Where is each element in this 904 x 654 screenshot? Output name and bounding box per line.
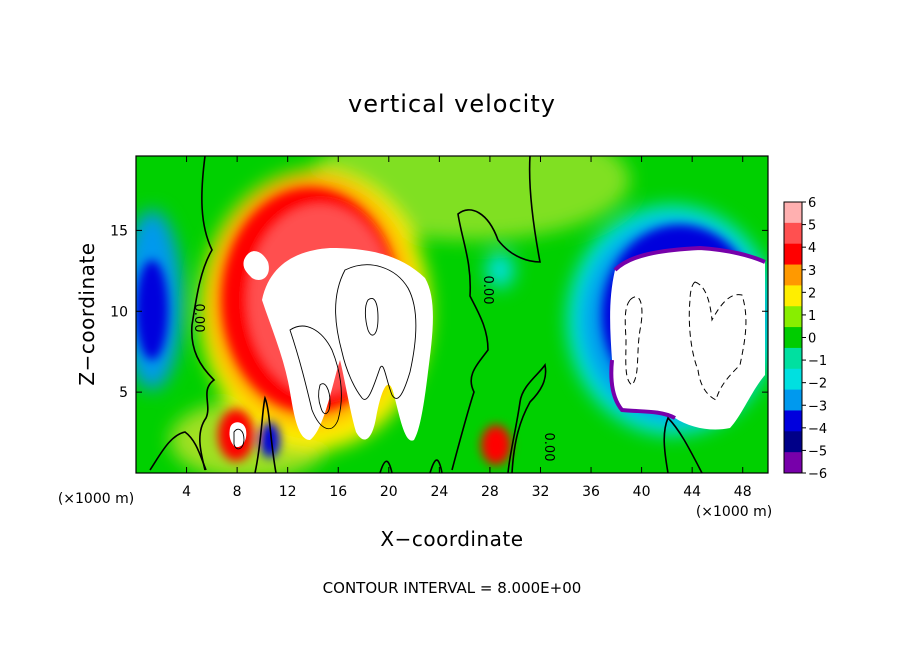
y-axis-ticks: 5 10 15	[110, 223, 768, 401]
west-downdraft-core	[136, 260, 168, 360]
colorbar-swatch	[784, 243, 802, 266]
colorbar-tick-label: 1	[808, 309, 816, 324]
x-tick-label: 12	[279, 484, 297, 500]
zero-contour-line	[451, 156, 541, 471]
y-axis-title: Z−coordinate	[75, 242, 99, 385]
x-tick-label: 16	[329, 484, 347, 500]
positive-contour-line	[318, 383, 331, 415]
y-tick-label: 10	[110, 304, 128, 320]
downdraft-edge	[609, 359, 676, 420]
colorbar-swatch	[784, 306, 802, 328]
contour-label: 0.00	[480, 276, 495, 305]
colorbar-swatch	[784, 327, 802, 349]
negative-contours	[624, 281, 747, 401]
updraft-cell-east	[481, 425, 511, 465]
colorbar-swatch	[784, 389, 802, 411]
y-tick-label: 5	[119, 385, 128, 401]
colorbar-swatch	[784, 368, 802, 391]
x-units-right: (×1000 m)	[696, 504, 772, 520]
x-tick-label: 28	[481, 484, 499, 500]
colorbar-tick-label: 0	[808, 332, 816, 347]
x-tick-label: 48	[734, 484, 752, 500]
x-tick-label: 8	[233, 484, 242, 500]
colorbar: 6 5 4 3 2 1 0 −1 −2 −3 −4 −5 −6	[783, 196, 827, 482]
x-tick-label: 20	[380, 484, 398, 500]
x-axis-ticks: 4 8 12 16 20 24 28 32 36 40 44 48	[182, 156, 752, 500]
colorbar-swatch	[784, 264, 802, 286]
x-units-left: (×1000 m)	[58, 491, 134, 507]
zero-contour-line	[429, 459, 443, 473]
contour-interval-note: CONTOUR INTERVAL = 8.000E+00	[323, 579, 582, 597]
x-tick-label: 44	[683, 484, 701, 500]
colorbar-tick-label: −2	[808, 377, 827, 392]
zero-contour-line	[663, 416, 703, 473]
zero-contour-line	[254, 395, 277, 473]
x-axis-title: X−coordinate	[380, 527, 523, 551]
zero-contour-line	[507, 363, 547, 473]
colorbar-tick-label: 3	[808, 264, 816, 279]
small-downdraft	[486, 252, 514, 288]
chart-title: vertical velocity	[348, 90, 556, 118]
colorbar-tick-label: −5	[808, 444, 827, 459]
zero-contour-line	[379, 460, 393, 473]
colorbar-swatch	[784, 431, 802, 453]
updraft-core-saturated	[262, 248, 433, 441]
colorbar-swatch	[784, 202, 802, 224]
contour-label: 0.00	[541, 433, 556, 462]
x-tick-label: 36	[582, 484, 600, 500]
contour-labels: 0.00 0.00 0.00	[191, 276, 556, 462]
colorbar-tick-label: 6	[808, 196, 816, 211]
negative-contour-line	[624, 296, 643, 386]
zero-contours	[149, 156, 703, 473]
updraft-core-saturated	[243, 251, 269, 281]
positive-contour-line	[233, 428, 245, 450]
colorbar-swatch	[784, 222, 802, 245]
colorbar-tick-label: −3	[808, 399, 827, 414]
downdraft-core-saturated	[610, 248, 765, 430]
downdraft-edge	[613, 245, 766, 272]
x-tick-label: 32	[532, 484, 550, 500]
colorbar-tick-label: −6	[808, 467, 827, 482]
colorbar-swatch	[784, 410, 802, 432]
colorbar-tick-label: 2	[808, 286, 816, 301]
positive-contour-line	[335, 264, 417, 400]
positive-contour-line	[364, 298, 379, 336]
colorbar-tick-label: 5	[808, 219, 816, 234]
plot-frame	[135, 155, 769, 474]
colorbar-swatch	[784, 347, 802, 370]
colorbar-tick-label: −4	[808, 422, 827, 437]
colorbar-tick-label: 4	[808, 241, 816, 256]
colorbar-tick-label: −1	[808, 354, 827, 369]
positive-contour-line	[289, 325, 342, 430]
contour-label: 0.00	[191, 304, 206, 333]
y-tick-label: 15	[110, 223, 128, 239]
x-tick-label: 40	[633, 484, 651, 500]
positive-contours	[233, 264, 417, 450]
x-tick-label: 4	[182, 484, 191, 500]
zero-contour-line	[149, 431, 207, 471]
x-tick-label: 24	[430, 484, 448, 500]
colorbar-swatch	[784, 452, 802, 474]
velocity-field	[136, 156, 768, 473]
colorbar-swatch	[784, 285, 802, 307]
zero-contour-line	[190, 156, 216, 471]
downdraft-cell	[260, 422, 280, 458]
